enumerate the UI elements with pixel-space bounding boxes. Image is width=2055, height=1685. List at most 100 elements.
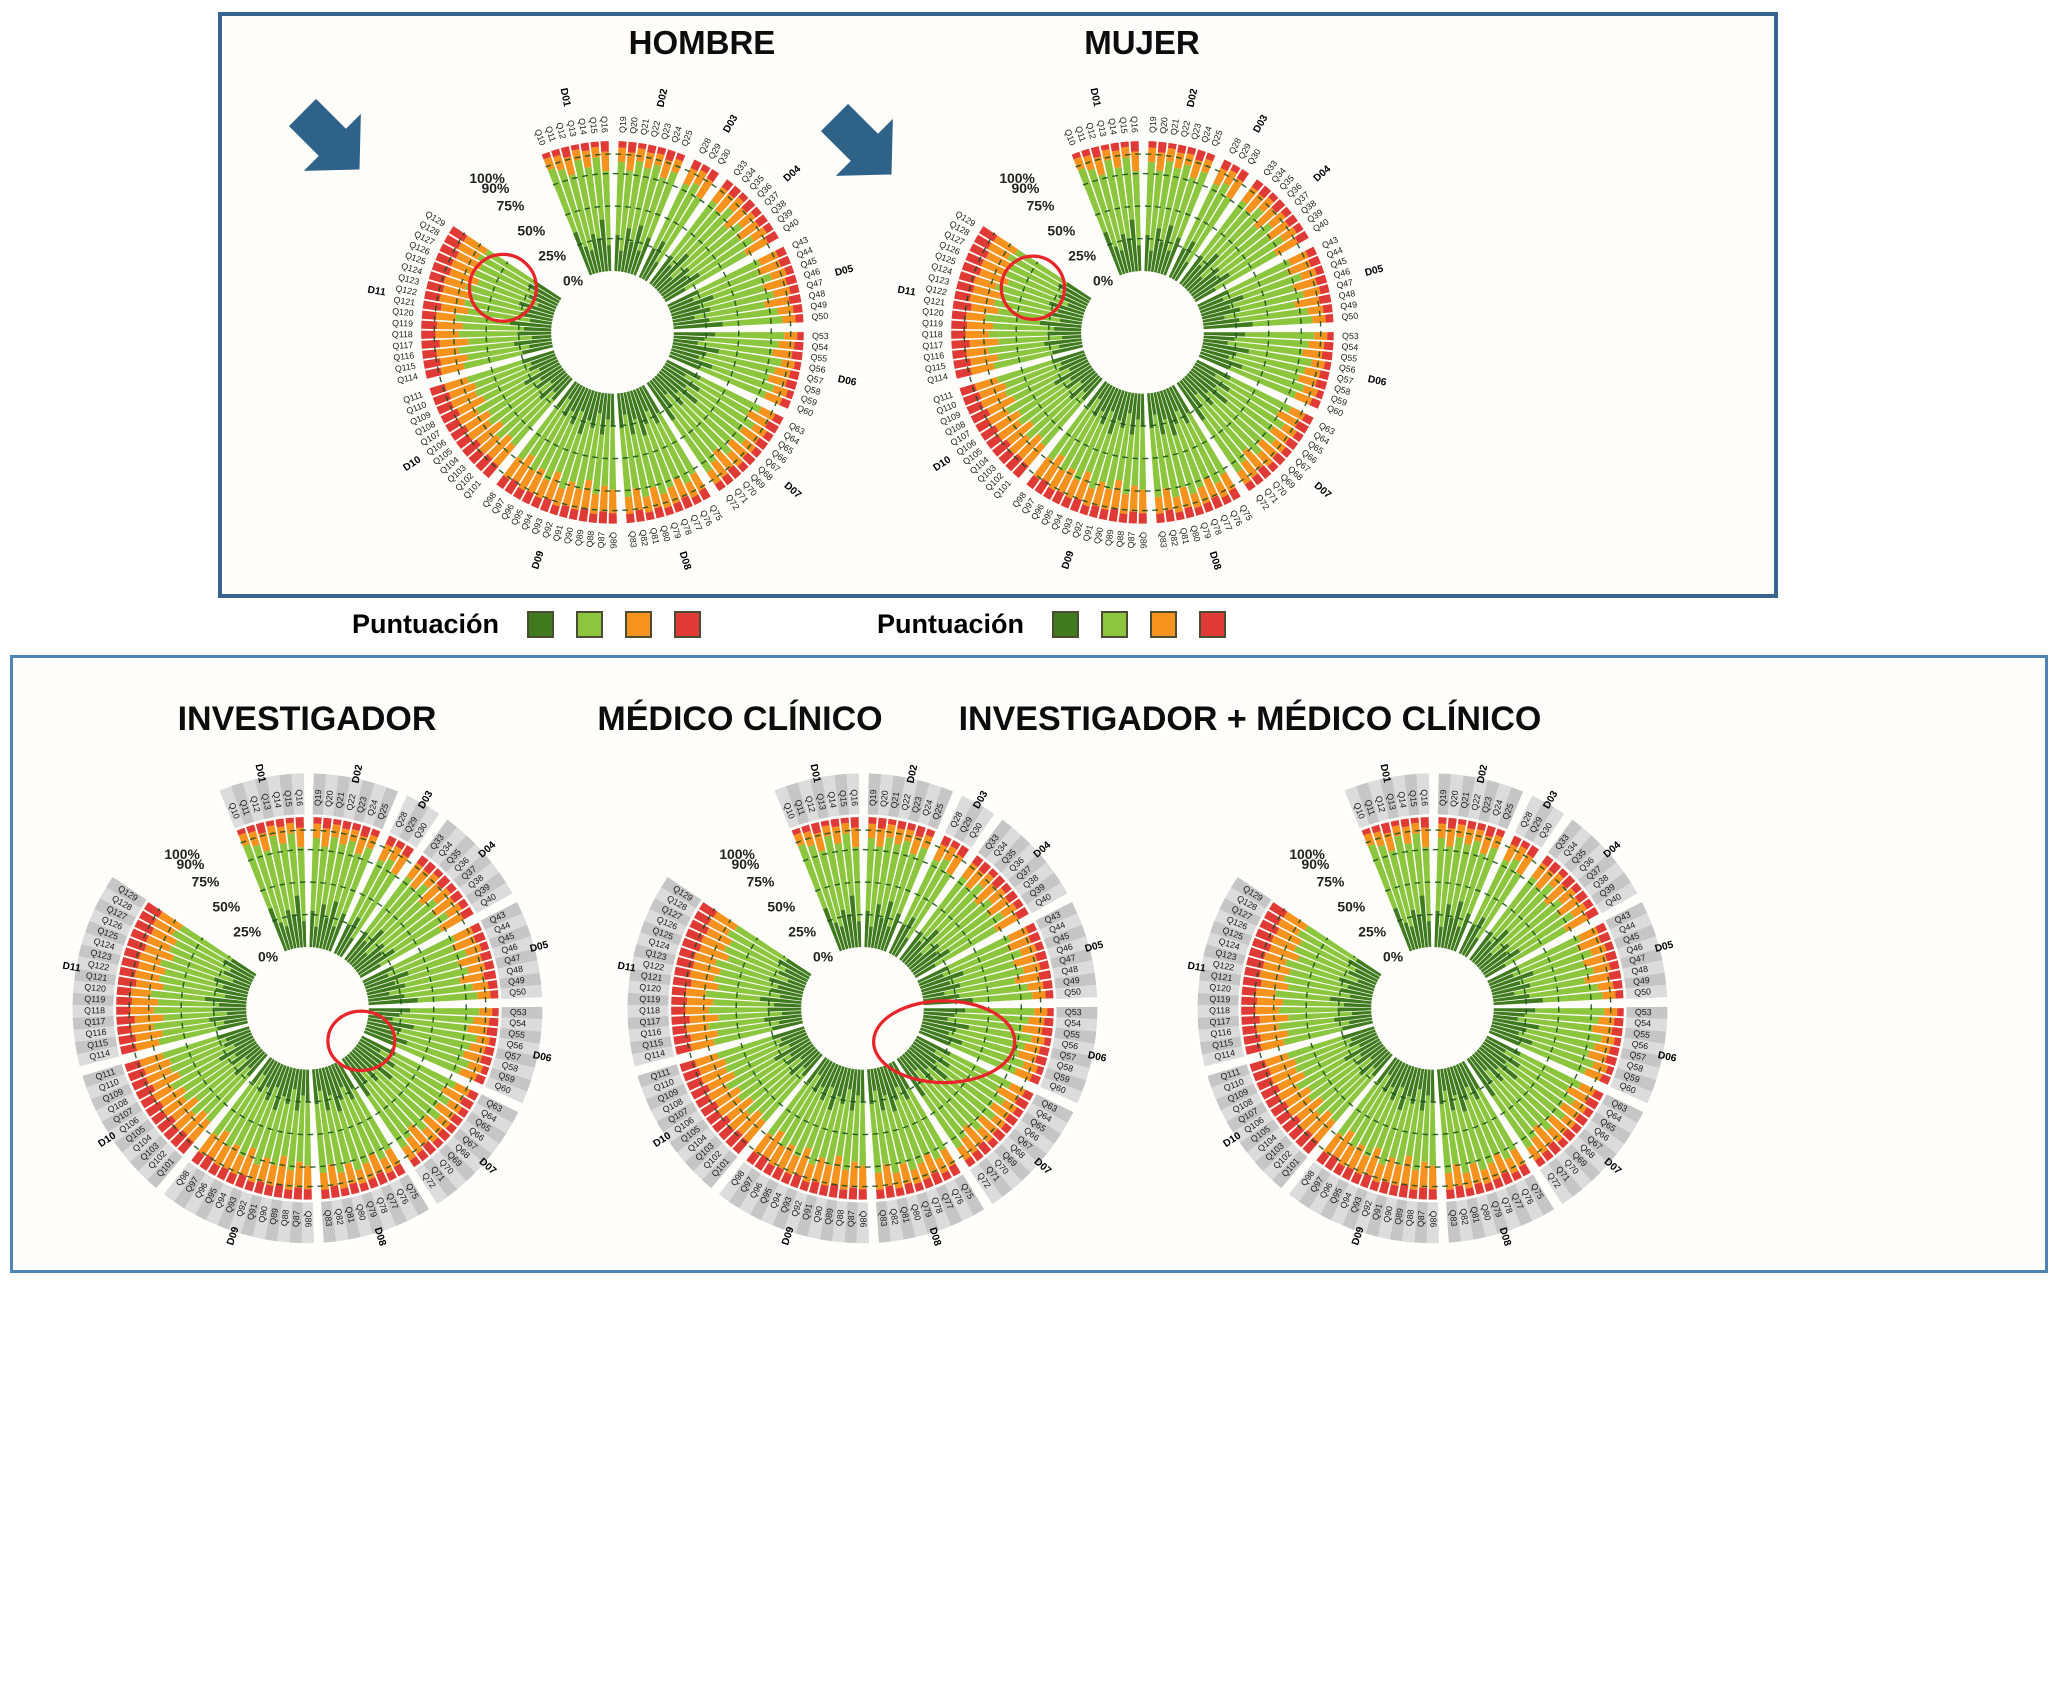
- score-bar-segment: [207, 1162, 221, 1176]
- score-bar-segment: [641, 240, 666, 280]
- score-bar-segment: [1252, 316, 1313, 327]
- score-bar-segment: [840, 1067, 852, 1105]
- score-bar-segment: [614, 234, 620, 272]
- score-bar-segment: [683, 167, 698, 187]
- label-ring-segment: [99, 887, 142, 918]
- score-bar-segment: [1001, 1099, 1018, 1114]
- score-bar-segment: [1340, 987, 1373, 998]
- score-bar-segment: [1412, 1110, 1424, 1171]
- score-bar-segment: [1482, 948, 1521, 976]
- score-bar-segment: [332, 852, 362, 928]
- question-label: Q20: [323, 790, 335, 808]
- score-bar-segment: [993, 235, 1018, 255]
- score-bar-segment: [1437, 1069, 1444, 1105]
- score-bar-segment: [466, 360, 523, 384]
- score-bar-segment: [828, 1183, 839, 1198]
- score-bar-segment: [764, 420, 779, 434]
- score-bar-segment: [1481, 858, 1520, 919]
- score-bar-segment: [671, 418, 713, 473]
- question-label: Q48: [506, 964, 524, 977]
- score-bar-segment: [233, 1035, 254, 1048]
- score-bar-segment: [998, 335, 1062, 345]
- score-bar-segment: [432, 1137, 444, 1149]
- score-bar-segment: [331, 823, 341, 839]
- label-ring-segment: [774, 786, 800, 829]
- score-bar-segment: [1531, 862, 1548, 881]
- score-bar-segment: [1092, 384, 1113, 417]
- score-bar-segment: [1050, 311, 1083, 322]
- score-bar-segment: [1196, 359, 1232, 381]
- label-ring-segment: [252, 1197, 273, 1240]
- score-bar-segment: [1467, 820, 1477, 830]
- score-bar-segment: [1276, 1110, 1293, 1125]
- score-bar-segment: [294, 895, 304, 948]
- score-bar-segment: [1145, 161, 1156, 235]
- score-bar-segment: [951, 310, 967, 320]
- label-ring-segment: [844, 1201, 858, 1244]
- score-bar-segment: [778, 1032, 808, 1048]
- score-bar-segment: [1202, 501, 1214, 513]
- score-bar-segment: [1566, 1085, 1589, 1104]
- score-bar-segment: [1034, 950, 1048, 962]
- score-bar-segment: [539, 410, 574, 471]
- score-bar-segment: [1240, 459, 1258, 479]
- score-bar-segment: [364, 885, 416, 943]
- score-bar-segment: [1485, 1068, 1538, 1129]
- label-ring-segment: [423, 819, 458, 859]
- score-bar-segment: [275, 1065, 287, 1088]
- score-bar-segment: [379, 1156, 394, 1175]
- score-bar-segment: [431, 896, 455, 917]
- score-bar-segment: [1584, 1096, 1599, 1110]
- score-bar-segment: [151, 1110, 168, 1125]
- score-bar-segment: [1504, 1156, 1519, 1175]
- label-ring-segment: [1620, 948, 1663, 969]
- score-bar-segment: [1047, 405, 1090, 461]
- score-bar-segment: [918, 973, 944, 987]
- domain-label: D01: [808, 763, 823, 784]
- question-label: Q14: [826, 791, 838, 809]
- label-ring-segment: [797, 779, 820, 822]
- score-bar-segment: [234, 1086, 269, 1147]
- score-bar-segment: [1471, 940, 1493, 963]
- score-bar-segment: [987, 1137, 999, 1149]
- label-ring-segment: [1495, 1188, 1521, 1231]
- score-bar-segment: [1452, 1065, 1469, 1101]
- axis-tick-label: 50%: [517, 223, 545, 239]
- score-bar-segment: [457, 1107, 469, 1119]
- label-ring-segment: [1043, 924, 1087, 949]
- score-bar-segment: [1278, 1017, 1335, 1030]
- question-label: Q117: [922, 340, 944, 351]
- score-bar-segment: [1514, 1076, 1566, 1121]
- question-label: Q90: [1092, 526, 1105, 544]
- score-bar-segment: [951, 330, 966, 339]
- label-ring-segment: [1563, 1143, 1601, 1182]
- score-bar-segment: [892, 1110, 918, 1171]
- score-bar-segment: [632, 487, 643, 511]
- question-label: Q53: [1342, 331, 1359, 341]
- score-bar-segment: [293, 1187, 303, 1200]
- score-bar-segment: [918, 1030, 950, 1046]
- question-label: Q120: [922, 306, 944, 318]
- score-bar-segment: [1088, 504, 1100, 519]
- score-bar-segment: [882, 1065, 899, 1101]
- score-bar-segment: [1222, 269, 1290, 301]
- question-label: Q91: [800, 1202, 814, 1221]
- score-bar-segment: [1503, 843, 1518, 863]
- score-bar-segment: [1195, 149, 1206, 162]
- score-bar-segment: [449, 890, 463, 903]
- label-ring-segment: [333, 775, 351, 818]
- label-ring-segment: [389, 795, 419, 838]
- score-bar-segment: [1179, 486, 1192, 509]
- score-bar-segment: [948, 1031, 1020, 1058]
- score-bar-segment: [1121, 146, 1130, 158]
- score-bar-segment: [1171, 240, 1196, 280]
- score-bar-segment: [891, 916, 916, 956]
- score-bar-segment: [1295, 1057, 1346, 1091]
- question-label: Q83: [1448, 1209, 1460, 1227]
- score-bar-segment: [912, 1041, 951, 1069]
- score-bar-segment: [535, 478, 550, 500]
- score-bar-segment: [1255, 988, 1276, 998]
- axis-tick-label: 75%: [1316, 874, 1344, 890]
- score-bar-segment: [700, 1066, 728, 1084]
- score-bar-segment: [1474, 929, 1510, 966]
